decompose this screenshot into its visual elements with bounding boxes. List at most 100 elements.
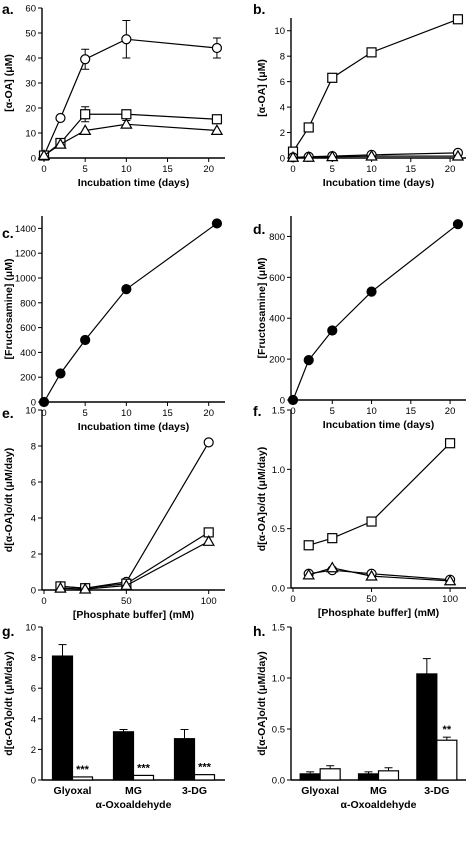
data-point <box>286 150 300 162</box>
bar <box>132 774 155 781</box>
data-point <box>211 218 223 229</box>
y-tick-label: 30 <box>25 79 36 90</box>
data-point <box>37 149 51 160</box>
y-tick-label: 0 <box>280 154 285 165</box>
x-axis-label: Incubation time (days) <box>78 177 189 189</box>
y-tick-label: 1.0 <box>272 674 285 685</box>
panel-letter: h. <box>253 623 265 639</box>
x-tick-label: 20 <box>445 164 456 175</box>
y-tick-label: 0 <box>31 776 36 787</box>
y-tick-label: 0.0 <box>272 584 285 595</box>
y-tick-label: 20 <box>25 104 36 115</box>
y-tick-label: 0.0 <box>272 776 285 787</box>
y-tick-label: 10 <box>274 26 285 37</box>
data-point <box>211 42 223 54</box>
x-tick-label: 20 <box>203 164 214 175</box>
y-tick-label: 60 <box>25 4 36 15</box>
y-tick-label: 4 <box>280 103 285 114</box>
y-tick-label: 0 <box>31 586 36 597</box>
data-point <box>451 149 465 161</box>
y-tick-label: 1000 <box>15 274 36 285</box>
data-point <box>80 109 91 120</box>
y-tick-label: 10 <box>25 406 36 417</box>
category-label: 3-DG <box>182 785 207 797</box>
category-label: MG <box>370 785 387 797</box>
y-tick-label: 10 <box>25 623 36 634</box>
panel-letter: a. <box>2 1 14 17</box>
significance-annotation: *** <box>137 762 151 774</box>
data-point <box>210 124 224 135</box>
series-line-0 <box>308 442 451 546</box>
x-tick-label: 15 <box>406 164 417 175</box>
chart-panel-3: d. 0 200 400 600 800 [Fructosamine] (μM) 0 5 10 15… <box>253 216 466 431</box>
y-tick-label: 1200 <box>15 249 36 260</box>
y-tick-label: 6 <box>31 478 36 489</box>
x-axis-label: [Phosphate buffer] (mM) <box>318 607 439 619</box>
data-point <box>78 124 92 135</box>
data-point <box>80 334 91 346</box>
y-tick-label: 200 <box>20 373 36 384</box>
data-point <box>366 516 377 527</box>
series-line-0 <box>43 38 217 156</box>
y-tick-label: 1.5 <box>272 623 285 634</box>
bar <box>416 673 438 781</box>
x-tick-label: 5 <box>330 164 335 175</box>
x-axis-label: Incubation time (days) <box>78 421 189 433</box>
panel-letter: f. <box>253 403 262 419</box>
x-tick-label: 10 <box>121 408 132 419</box>
x-axis-label: Incubation time (days) <box>323 177 434 189</box>
data-point <box>326 150 339 162</box>
bar <box>319 768 341 781</box>
category-label: Glyoxal <box>301 785 339 797</box>
data-point <box>452 219 464 230</box>
y-tick-label: 2 <box>31 550 36 561</box>
y-tick-label: 4 <box>31 714 36 725</box>
y-tick-label: 800 <box>20 298 36 309</box>
y-tick-label: 50 <box>25 29 36 40</box>
data-point <box>120 579 133 591</box>
y-tick-label: 0.5 <box>272 725 285 736</box>
chart-panel-6: g. 0 2 4 6 8 10 d[α-OA]o/dt (μM/day) Glyoxal *** M… <box>2 623 225 811</box>
x-tick-label: 50 <box>366 594 377 605</box>
x-axis-label: α-Oxoaldehyde <box>96 799 172 811</box>
y-tick-label: 200 <box>269 355 285 366</box>
data-point <box>55 112 66 124</box>
x-axis-label: α-Oxoaldehyde <box>341 799 417 811</box>
x-tick-label: 15 <box>162 164 173 175</box>
data-point <box>303 355 314 366</box>
y-axis-label: [Fructosamine] (μM) <box>3 259 15 360</box>
y-tick-label: 800 <box>269 232 285 243</box>
x-tick-label: 5 <box>83 164 88 175</box>
y-axis-label: d[α-OA]o/dt (μM/day) <box>3 651 15 755</box>
panel-letter: b. <box>253 1 265 17</box>
x-tick-label: 15 <box>406 406 417 417</box>
bar <box>71 776 94 781</box>
data-point <box>444 438 456 449</box>
x-tick-label: 0 <box>41 408 46 419</box>
x-tick-label: 0 <box>41 164 46 175</box>
category-label: MG <box>125 785 142 797</box>
series-line-0 <box>292 18 459 152</box>
y-tick-label: 6 <box>280 77 285 88</box>
panel-letter: g. <box>2 623 14 639</box>
y-tick-label: 4 <box>31 514 36 525</box>
x-tick-label: 10 <box>366 406 377 417</box>
series-line-0 <box>43 222 218 403</box>
data-point <box>327 533 338 544</box>
data-point <box>366 47 377 58</box>
data-point <box>302 568 315 580</box>
data-point <box>326 561 339 573</box>
x-tick-label: 15 <box>162 408 173 419</box>
series-line-0 <box>60 442 210 589</box>
data-point <box>120 117 133 129</box>
y-axis-label: [Fructosamine] (μM) <box>256 258 268 359</box>
y-tick-label: 0.5 <box>272 524 285 535</box>
series-line-1 <box>60 531 210 589</box>
y-tick-label: 6 <box>31 684 36 695</box>
significance-annotation: ** <box>443 724 452 736</box>
panel-letter: e. <box>2 405 14 421</box>
bar <box>377 770 400 781</box>
significance-annotation: *** <box>198 762 212 774</box>
bar <box>436 739 458 781</box>
